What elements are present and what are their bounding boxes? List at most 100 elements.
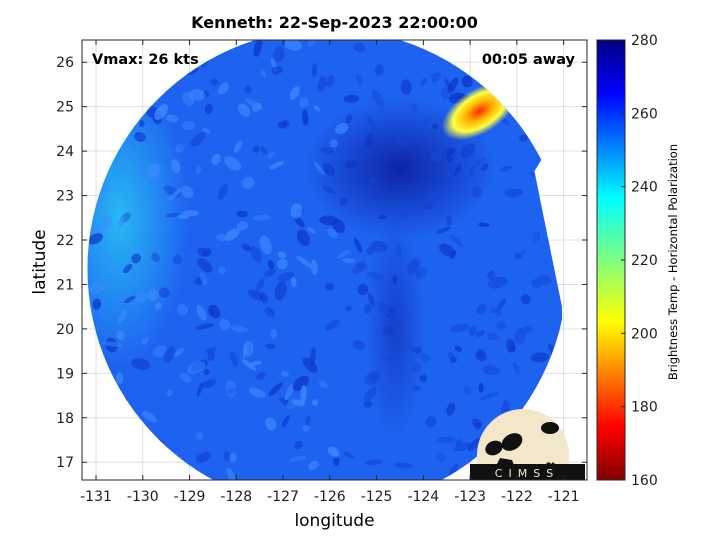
y-tick-label: 23 [56,189,74,205]
texture-speckle [445,147,456,156]
texture-speckle [277,271,295,282]
texture-speckle [205,346,217,354]
texture-speckle [197,258,213,273]
texture-speckle [479,392,498,401]
texture-speckle [519,326,533,334]
x-tick-label: -124 [407,489,439,505]
colorbar-tick-label: 180 [631,400,658,416]
texture-speckle [471,156,487,169]
texture-speckle [152,344,168,358]
texture-speckle [218,266,226,274]
texture-speckle [313,105,321,112]
x-axis-ticks: -131 -130 -129 -128 -127 -126 -125 -124 -123 -122… [80,40,580,505]
texture-speckle [446,215,453,227]
texture-speckle [296,255,313,268]
texture-speckle [181,185,194,199]
texture-speckle [288,456,307,462]
chart-title: Kenneth: 22-Sep-2023 22:00:00 [191,13,478,32]
texture-speckle [366,271,385,281]
texture-speckle [241,243,251,252]
texture-speckle [476,303,487,315]
texture-speckle [92,298,102,310]
texture-speckle [450,249,457,260]
x-tick-label: -123 [454,489,486,505]
texture-speckle [248,387,267,398]
texture-speckle [189,88,206,101]
texture-speckle [449,234,464,247]
texture-speckle [402,210,408,221]
texture-speckle [310,259,318,275]
texture-speckle [296,229,310,247]
x-tick-label: -121 [548,489,580,505]
texture-speckle [518,134,528,142]
texture-speckle [260,146,268,154]
texture-speckle [325,282,335,291]
texture-speckle [322,162,336,176]
texture-speckle [431,72,441,83]
texture-speckle [478,222,490,227]
colorbar-tick-label: 240 [631,180,658,196]
texture-speckle [265,417,277,431]
texture-speckle [482,365,500,375]
texture-speckle [290,277,297,288]
texture-speckle [520,249,528,256]
texture-speckle [167,188,182,201]
texture-speckle [302,424,310,432]
texture-speckle [236,221,248,231]
texture-speckle [172,254,183,265]
x-tick-label: -122 [501,489,533,505]
texture-speckle [268,382,283,397]
texture-speckle [321,185,336,195]
x-tick-label: -128 [220,489,252,505]
texture-speckle [364,132,373,148]
texture-speckle [436,226,451,234]
texture-speckle [394,462,414,469]
texture-speckle [308,460,319,471]
texture-speckle [446,154,453,163]
texture-speckle [333,455,340,467]
texture-speckle [302,357,318,373]
texture-speckle [311,399,319,406]
texture-speckle [419,374,428,383]
texture-speckle [273,45,285,63]
texture-speckle [146,163,159,178]
texture-speckle [105,337,118,353]
texture-speckle [325,319,340,331]
texture-speckle [454,345,463,352]
texture-speckle [407,345,417,352]
texture-speckle [411,256,423,267]
colorbar-tick-label: 220 [631,253,658,269]
texture-speckle [199,272,208,286]
texture-speckle [414,346,422,354]
texture-speckle [401,199,411,208]
texture-speckle [251,102,262,112]
texture-speckle [471,186,482,198]
x-tick-label: -130 [127,489,159,505]
colorbar-ticks: 160 180 200 220 240 260 280 [621,33,658,489]
y-tick-label: 18 [56,411,74,427]
texture-speckle [455,439,463,447]
texture-speckle [368,177,377,185]
texture-speckle [489,306,498,314]
texture-speckle [378,214,387,220]
texture-speckle [142,411,157,423]
texture-speckle [236,210,248,218]
texture-speckle [284,383,295,401]
y-tick-label: 22 [56,233,74,249]
texture-speckle [495,309,503,317]
texture-speckle [165,114,179,123]
x-tick-label: -127 [267,489,299,505]
texture-speckle [207,351,216,362]
texture-speckle [320,146,334,154]
texture-speckle [270,328,278,339]
texture-speckle [454,164,462,177]
texture-speckle [407,260,420,275]
y-tick-label: 24 [56,144,74,160]
texture-speckle [311,62,318,78]
texture-speckle [327,446,340,457]
texture-speckle [176,304,189,316]
texture-speckle [263,269,277,277]
texture-speckle [400,79,412,95]
texture-speckle [313,161,325,176]
texture-speckle [412,363,422,373]
